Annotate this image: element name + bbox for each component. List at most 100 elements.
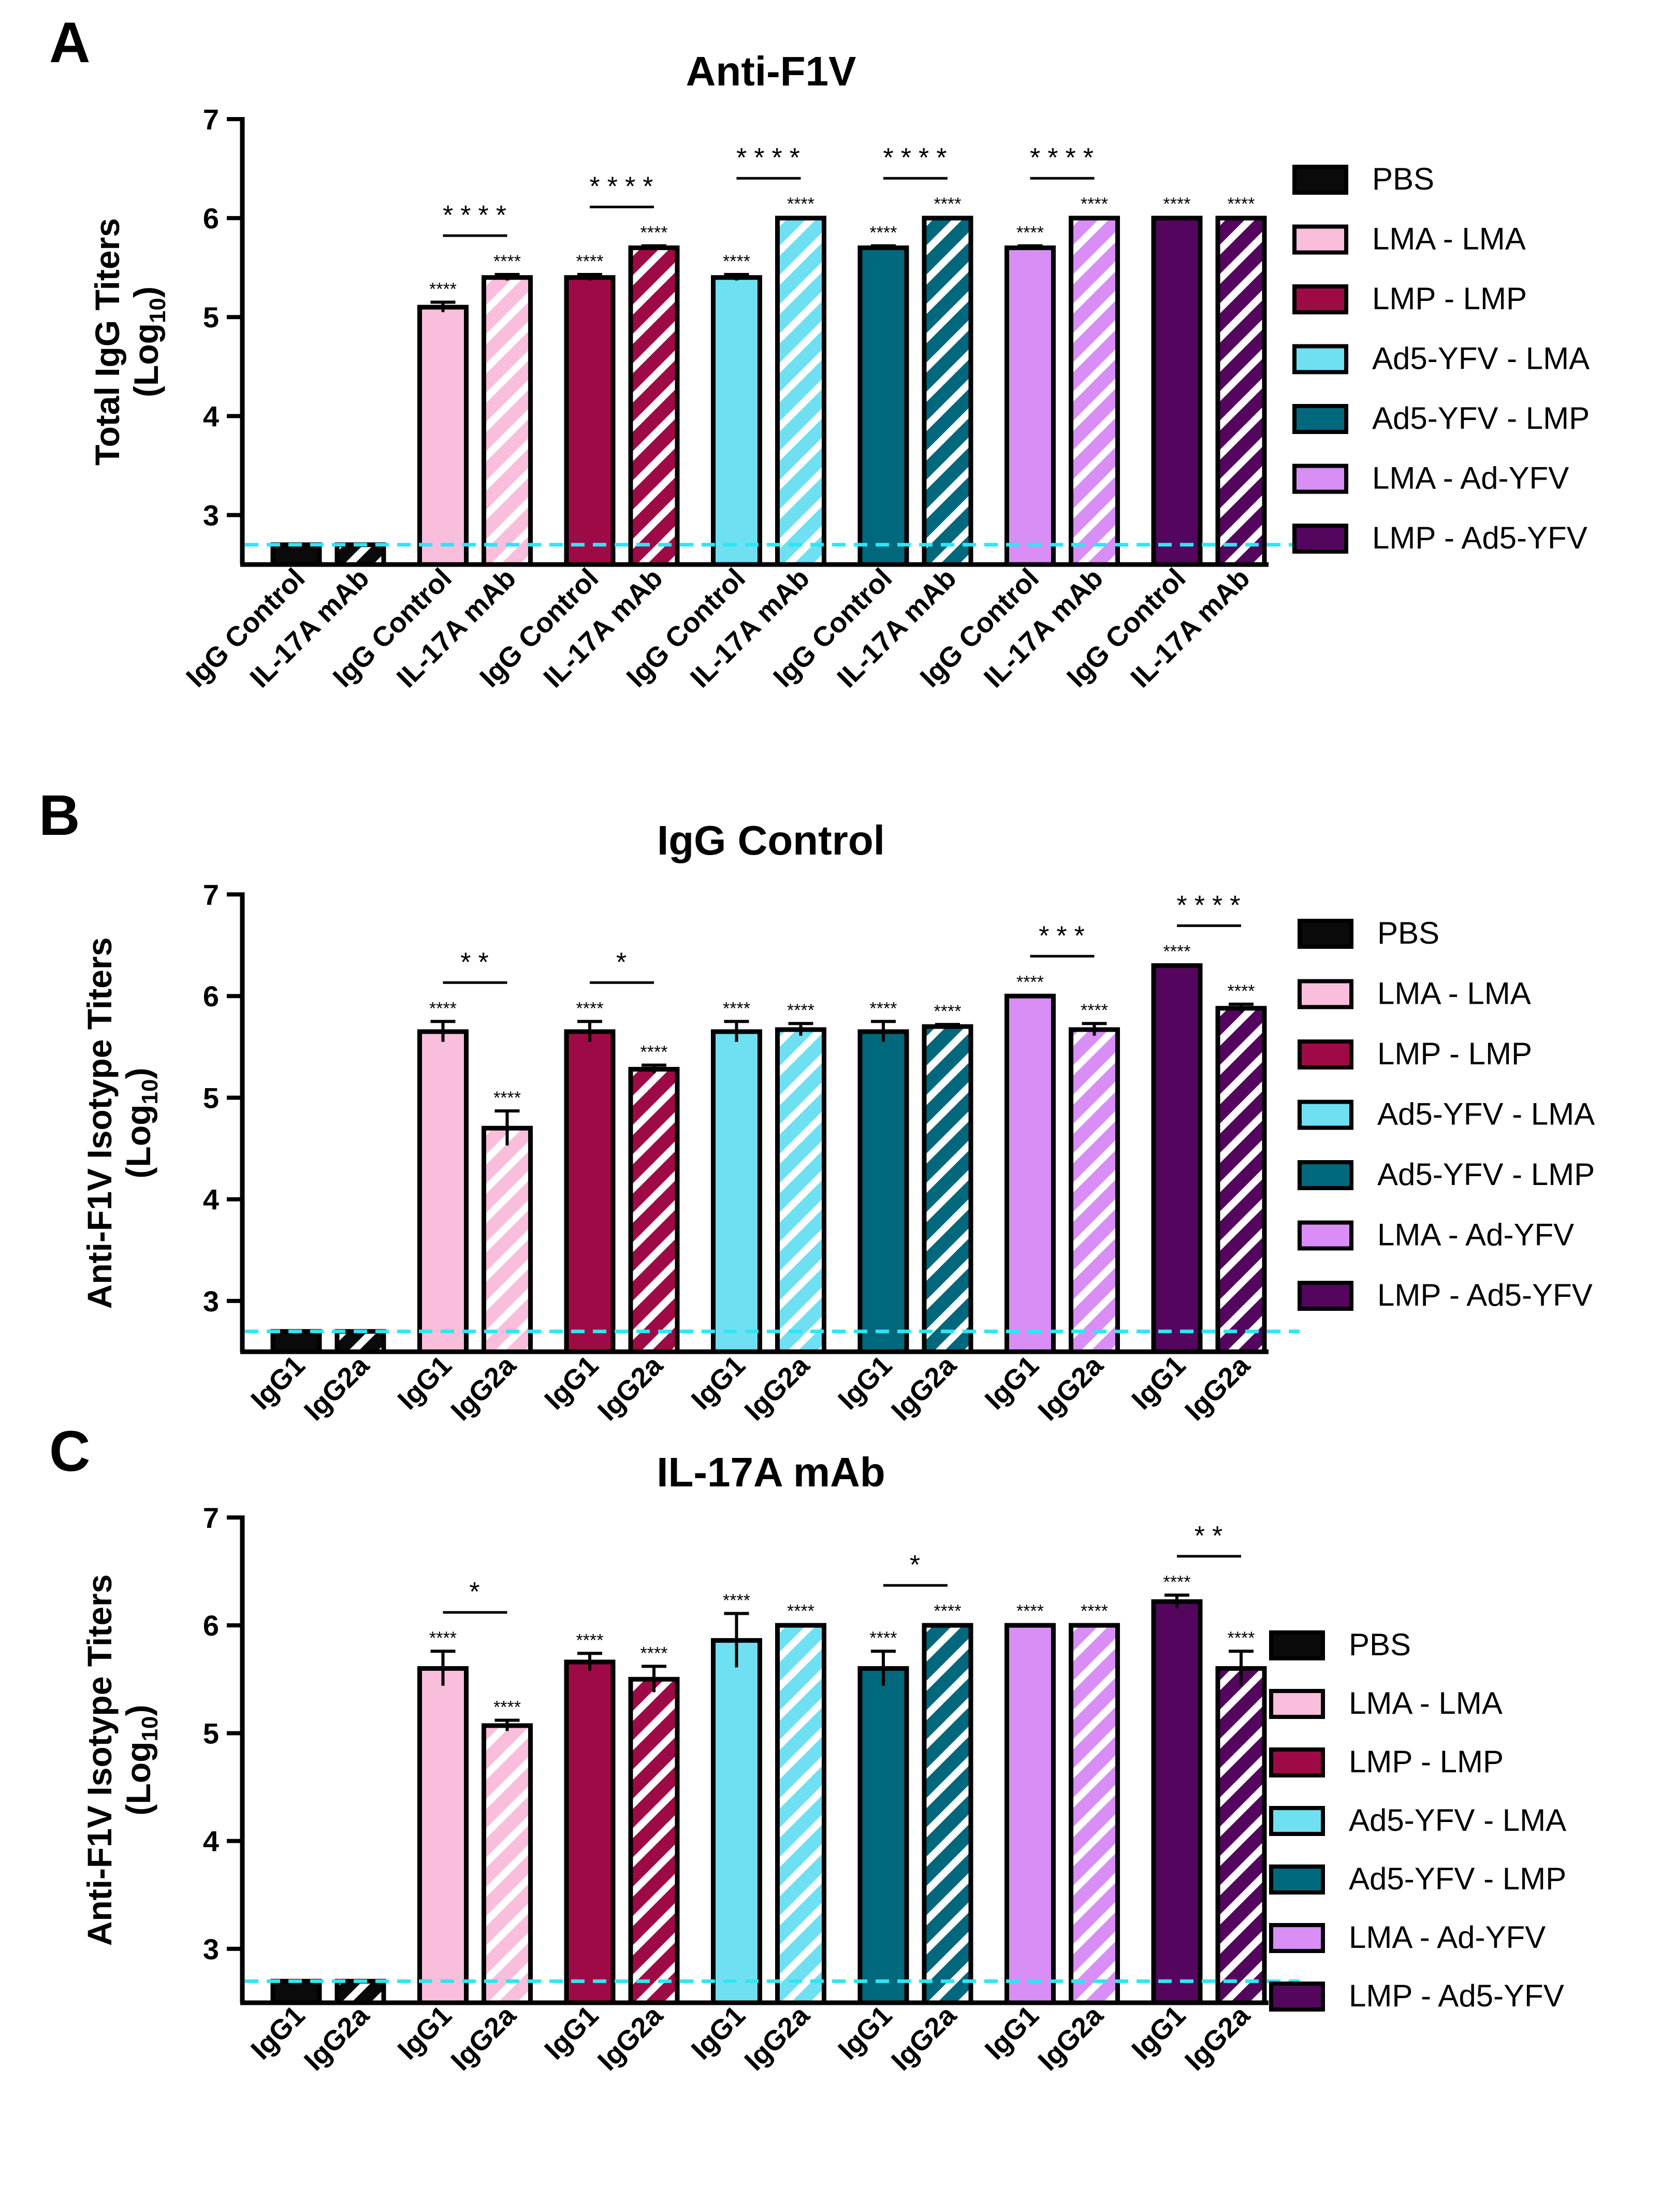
- legend-label: PBS: [1349, 1627, 1411, 1662]
- bar-significance: ****: [576, 252, 604, 271]
- legend-swatch: [1298, 1100, 1353, 1130]
- bar-Ad5-YFV-LMA-1: [775, 215, 826, 567]
- legend-swatch: [1292, 284, 1348, 314]
- bar-LMA-LMA-1: [482, 1125, 533, 1354]
- bar-significance: ****: [576, 1630, 604, 1650]
- legend-label: Ad5-YFV - LMA: [1349, 1803, 1566, 1838]
- bar-PBS-0: [270, 1329, 322, 1354]
- panel-letter: B: [39, 784, 80, 847]
- legend-swatch: [1292, 224, 1348, 255]
- bar-LMP-Ad5-YFV-0: [1151, 1599, 1203, 2005]
- bar-PBS-0: [270, 542, 322, 567]
- y-tick-label: 5: [203, 1081, 219, 1114]
- bar-LMA-Ad-YFV-1: [1069, 1027, 1120, 1354]
- legend-swatch: [1269, 1806, 1325, 1836]
- bar-LMA-Ad-YFV-1: [1069, 1623, 1120, 2005]
- bar-significance: ****: [1016, 223, 1044, 243]
- x-tick-label: IgG2a: [738, 1999, 815, 2076]
- chart-title: IgG Control: [657, 817, 885, 863]
- legend-label: LMP - Ad5-YFV: [1377, 1278, 1593, 1312]
- bar-LMA-LMA-1: [482, 1723, 533, 2005]
- chart-title: Anti-F1V: [686, 48, 856, 94]
- bar-LMP-Ad5-YFV-1: [1215, 1666, 1267, 2005]
- chart-title: IL-17A mAb: [657, 1449, 885, 1495]
- legend-swatch: [1269, 1630, 1325, 1660]
- y-tick-label: 6: [203, 980, 219, 1013]
- bar-significance: ****: [723, 999, 750, 1018]
- bar-significance: ****: [787, 1001, 814, 1020]
- bar-significance: ****: [934, 1601, 962, 1621]
- legend-swatch: [1269, 1747, 1325, 1777]
- bar-LMP-LMP-1: [628, 1067, 680, 1354]
- bar-significance: ****: [1016, 1601, 1044, 1621]
- chart-panel-b: B IgG Control Anti-F1V Isotype Titers (Log1…: [39, 784, 1595, 1427]
- legend-label: LMA - LMA: [1349, 1686, 1503, 1721]
- panel-letter: A: [49, 11, 90, 75]
- x-tick-label: IgG2a: [1179, 1349, 1256, 1426]
- y-axis-label: Anti-F1V Isotype Titers: [80, 937, 119, 1309]
- legend-swatch: [1269, 1689, 1325, 1719]
- bar-Ad5-YFV-LMP-1: [922, 1024, 973, 1354]
- legend-swatch: [1269, 1923, 1325, 1953]
- legend-label: PBS: [1377, 916, 1439, 950]
- y-axis-label: Anti-F1V Isotype Titers: [80, 1574, 119, 1946]
- bar-LMP-Ad5-YFV-1: [1215, 215, 1267, 567]
- y-tick-label: 7: [203, 103, 219, 136]
- legend-swatch: [1269, 1982, 1325, 2012]
- comparison-significance: ****: [736, 143, 807, 173]
- y-tick-label: 4: [203, 1825, 219, 1858]
- y-axis-units: (Log10): [127, 286, 170, 397]
- y-tick-label: 3: [203, 1933, 219, 1965]
- bar-Ad5-YFV-LMA-0: [711, 1638, 762, 2005]
- bar-Ad5-YFV-LMP-1: [922, 215, 973, 567]
- legend-swatch: [1298, 1039, 1353, 1069]
- legend-swatch: [1292, 344, 1348, 374]
- legend-swatch: [1298, 1281, 1353, 1311]
- bar-LMA-LMA-0: [417, 1029, 469, 1354]
- x-tick-label: IgG2a: [1032, 1999, 1109, 2076]
- legend-label: LMA - Ad-YFV: [1377, 1218, 1574, 1252]
- bar-PBS-1: [334, 1978, 386, 2005]
- y-tick-label: 6: [203, 1609, 219, 1642]
- bar-significance: ****: [493, 1088, 521, 1108]
- bar-significance: ****: [576, 999, 604, 1018]
- legend-swatch: [1269, 1864, 1325, 1895]
- bar-significance: ****: [493, 252, 521, 271]
- bar-significance: ****: [723, 1591, 750, 1610]
- bar-Ad5-YFV-LMP-0: [857, 1666, 909, 2005]
- legend-swatch: [1292, 464, 1348, 494]
- legend-label: LMA - LMA: [1372, 222, 1526, 256]
- y-axis-units: (Log10): [119, 1705, 163, 1816]
- legend-label: LMP - LMP: [1349, 1744, 1504, 1779]
- legend-swatch: [1298, 919, 1353, 949]
- bar-LMP-LMP-1: [628, 245, 680, 567]
- bar-significance: ****: [640, 1643, 668, 1663]
- legend-label: LMA - Ad-YFV: [1349, 1920, 1546, 1955]
- chart-panel-c: C IL-17A mAb Anti-F1V Isotype Titers (Log10…: [49, 1420, 1566, 2077]
- y-axis-label: Total IgG Titers: [88, 218, 126, 466]
- legend-swatch: [1292, 404, 1348, 434]
- bar-LMA-LMA-0: [417, 305, 469, 567]
- bar-significance: ****: [1081, 1001, 1108, 1020]
- bar-Ad5-YFV-LMA-1: [775, 1623, 826, 2005]
- comparison-significance: ****: [443, 200, 514, 230]
- bar-significance: ****: [1016, 972, 1044, 992]
- y-tick-label: 5: [203, 301, 219, 334]
- legend-swatch: [1292, 165, 1348, 195]
- comparison-significance: *: [469, 1577, 487, 1607]
- bar-significance: ****: [787, 1601, 814, 1621]
- bar-significance: ****: [870, 1628, 897, 1648]
- x-tick-label: IgG2a: [738, 1349, 815, 1426]
- x-tick-label: IgG2a: [445, 1999, 522, 2076]
- legend-label: LMP - Ad5-YFV: [1349, 1978, 1564, 2013]
- legend-label: LMP - LMP: [1372, 281, 1527, 316]
- bar-significance: ****: [934, 1002, 962, 1021]
- bar-LMA-Ad-YFV-0: [1004, 245, 1056, 567]
- y-tick-label: 3: [203, 499, 219, 531]
- bar-significance: ****: [1081, 194, 1108, 214]
- comparison-significance: ****: [1177, 890, 1248, 920]
- bar-LMA-LMA-0: [417, 1666, 469, 2005]
- bar-significance: ****: [870, 999, 897, 1018]
